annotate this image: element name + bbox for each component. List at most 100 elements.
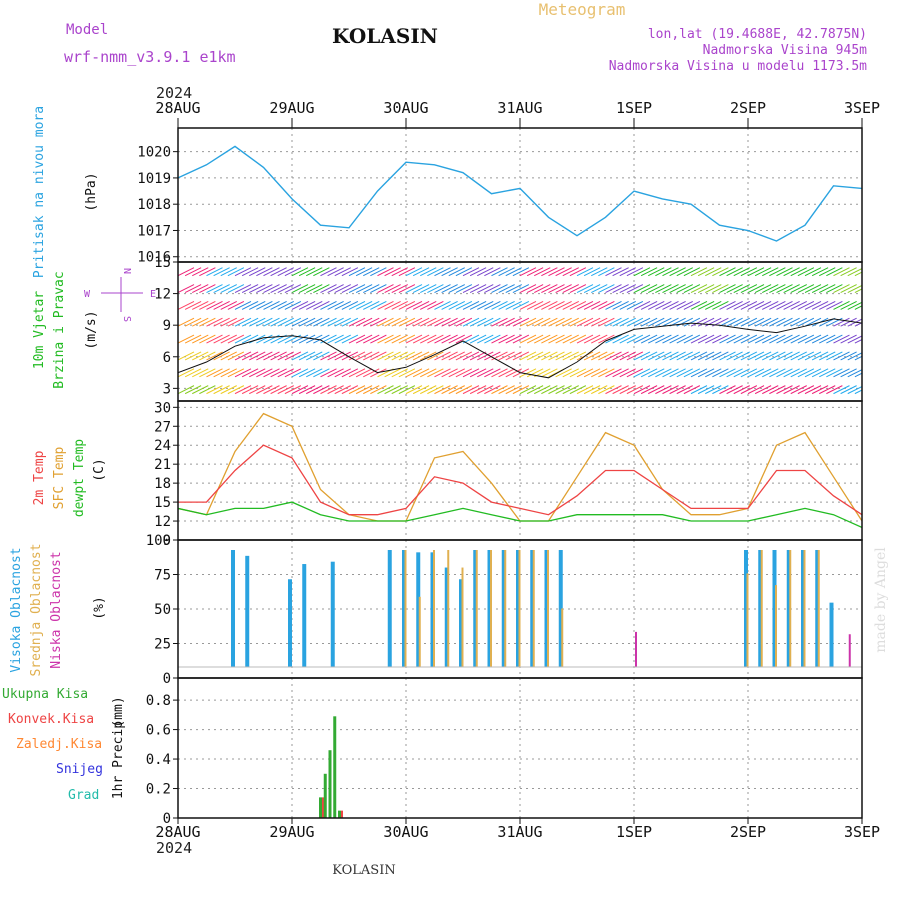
day-label-bottom: 30AUG xyxy=(383,823,428,841)
y-tick-label: 18 xyxy=(154,476,171,492)
wind-barb xyxy=(705,351,722,361)
wind-title: 10m Vjetar xyxy=(32,291,47,369)
wind-barb xyxy=(619,300,636,310)
wind-barb xyxy=(754,300,772,310)
wind-barb xyxy=(377,351,394,361)
wind-barb xyxy=(776,334,793,344)
wind-barb xyxy=(598,351,615,361)
wind-barb xyxy=(697,284,715,293)
wind-barb xyxy=(320,385,337,395)
wind-barb xyxy=(249,300,266,310)
wind-barb xyxy=(754,351,772,361)
wind-barb xyxy=(249,284,266,293)
wind-barb xyxy=(256,334,273,344)
wind-barb xyxy=(462,368,480,378)
wind-barb xyxy=(847,385,862,395)
wind-barb xyxy=(783,300,800,310)
wind-barb xyxy=(427,385,444,395)
wind-barb xyxy=(819,351,836,361)
wind-barb xyxy=(762,351,779,361)
wind-barb xyxy=(178,317,195,327)
wind-barb xyxy=(484,267,501,277)
wind-barb xyxy=(719,284,736,293)
wind-barb xyxy=(712,284,729,293)
cloud-bar-high xyxy=(416,552,421,667)
wind-barb xyxy=(605,334,622,344)
wind-barb xyxy=(213,284,230,293)
wind-barb xyxy=(313,351,330,361)
wind-barb xyxy=(477,351,494,361)
wind-barb xyxy=(762,317,779,327)
wind-barb xyxy=(348,267,366,277)
wind-barb xyxy=(854,389,862,395)
wind-barb xyxy=(391,317,408,327)
wind-barb xyxy=(555,385,572,395)
wind-barb xyxy=(491,267,508,277)
wind-barb xyxy=(697,385,715,395)
wind-barb xyxy=(469,385,487,395)
wind-barb xyxy=(769,300,786,310)
cloud-bar-high xyxy=(544,550,549,667)
wind-barb xyxy=(819,385,836,395)
wind-barb xyxy=(669,284,686,293)
wind-barb xyxy=(512,385,530,395)
wind-barb xyxy=(655,334,672,344)
wind-barb xyxy=(384,368,401,378)
wind-barb xyxy=(726,300,743,310)
wind-barb xyxy=(605,317,622,327)
wind-barb xyxy=(754,334,772,344)
cloud-bar-high xyxy=(558,550,563,667)
wind-barb xyxy=(363,267,380,277)
wind-barb xyxy=(241,300,259,310)
wind-barb xyxy=(619,334,636,344)
day-labels-top: 28AUG 29AUG 30AUG 31AUG 1SEP 2SEP 3SEP xyxy=(155,99,880,128)
wind-barb xyxy=(526,267,544,277)
wind-barb xyxy=(633,334,651,344)
wind-barb xyxy=(854,338,862,344)
wind-barb xyxy=(811,368,829,378)
wind-barb xyxy=(306,284,323,293)
wind-barb xyxy=(391,351,408,361)
wind-barb xyxy=(797,334,815,344)
y-tick-label: 1018 xyxy=(137,197,171,213)
wind-barb xyxy=(327,351,344,361)
pressure-unit: (hPa) xyxy=(84,172,99,211)
footer-station: KOLASIN xyxy=(332,863,395,878)
wind-barb xyxy=(811,385,829,395)
wind-barb xyxy=(811,351,829,361)
wind-barb xyxy=(298,317,316,327)
wind-barb xyxy=(819,334,836,344)
wind-barb xyxy=(277,267,294,277)
wind-barb xyxy=(591,334,608,344)
wind-barb xyxy=(583,284,601,293)
wind-barb xyxy=(298,300,316,310)
wind-barb xyxy=(569,317,587,327)
wind-barb xyxy=(184,334,202,344)
wind-barb xyxy=(455,317,473,327)
wind-barb xyxy=(591,368,608,378)
wind-barb xyxy=(697,300,715,310)
wind-barb xyxy=(249,267,266,277)
wind-barb xyxy=(320,317,337,327)
wind-barb xyxy=(377,300,394,310)
wind-barb xyxy=(548,317,565,327)
wind-barb xyxy=(505,267,522,277)
wind-barb xyxy=(790,267,807,277)
wind-barb xyxy=(206,317,223,327)
wind-barb xyxy=(662,368,679,378)
wind-barb xyxy=(462,267,480,277)
wind-barb xyxy=(448,267,465,277)
wind-barb xyxy=(676,317,693,327)
wind-barb xyxy=(412,284,430,293)
wind-barb xyxy=(705,317,722,327)
wind-barb xyxy=(626,334,644,344)
wind-barb xyxy=(819,267,836,277)
day-labels-bottom: 28AUG 29AUG 30AUG 31AUG 1SEP 2SEP 3SEP xyxy=(155,818,880,841)
wind-barb xyxy=(776,267,793,277)
wind-barb xyxy=(769,334,786,344)
wind-barb xyxy=(840,317,857,327)
wind-barb xyxy=(526,385,544,395)
wind-barb xyxy=(455,267,473,277)
wind-barb xyxy=(391,300,408,310)
